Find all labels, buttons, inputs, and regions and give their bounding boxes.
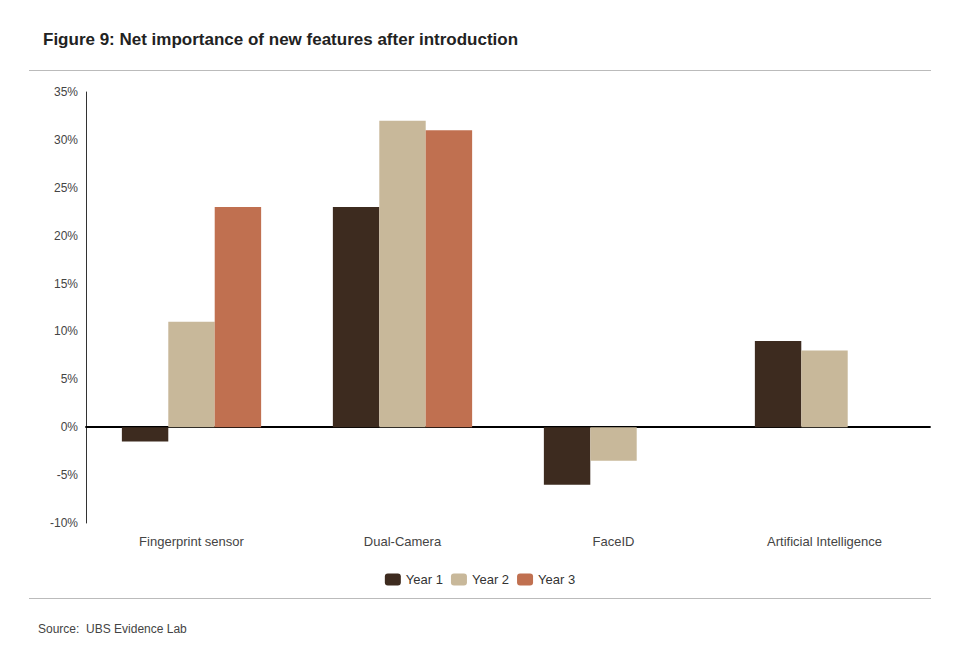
svg-text:Year 2: Year 2 [472,572,509,587]
svg-text:5%: 5% [61,372,79,386]
svg-text:Artificial Intelligence: Artificial Intelligence [767,534,882,549]
svg-text:20%: 20% [54,229,78,243]
svg-text:Year 3: Year 3 [538,572,575,587]
svg-text:15%: 15% [54,277,78,291]
svg-text:Year 1: Year 1 [406,572,443,587]
svg-text:FaceID: FaceID [593,534,635,549]
svg-text:10%: 10% [54,324,78,338]
svg-text:-5%: -5% [57,468,79,482]
svg-text:30%: 30% [54,133,78,147]
svg-text:35%: 35% [54,85,78,99]
svg-text:25%: 25% [54,181,78,195]
svg-text:Figure 9: Net importance of ne: Figure 9: Net importance of new features… [43,30,518,49]
svg-text:Dual-Camera: Dual-Camera [364,534,442,549]
svg-text:0%: 0% [61,420,79,434]
svg-text:Fingerprint sensor: Fingerprint sensor [139,534,244,549]
svg-text:Source: UBS Evidence Lab: Source: UBS Evidence Lab [38,622,187,636]
svg-text:-10%: -10% [50,516,78,530]
